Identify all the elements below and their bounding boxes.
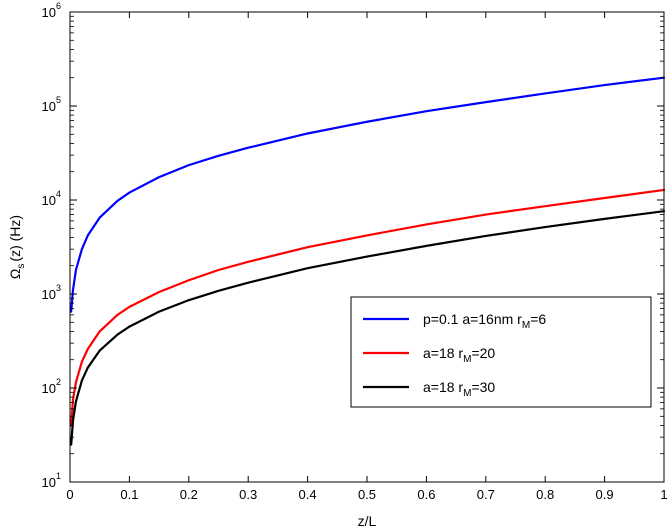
y-tick-label: 102	[42, 377, 61, 396]
series-line-3	[70, 210, 666, 446]
x-tick-label: 0.2	[180, 487, 198, 502]
y-tick-label: 103	[42, 283, 61, 302]
x-tick-label: 0.9	[596, 487, 614, 502]
series-line-1	[70, 76, 666, 313]
series-layer	[70, 76, 666, 446]
legend: p=0.1 a=16nm rM=6 a=18 rM=20 a=18 rM=30	[350, 296, 652, 408]
x-axis-label: z/L	[358, 513, 377, 529]
y-tick-label: 101	[42, 471, 61, 490]
x-tick-label: 1	[660, 487, 667, 502]
x-tick-label: 0.7	[477, 487, 495, 502]
x-tick-label: 0.8	[536, 487, 554, 502]
y-tick-label: 104	[42, 189, 61, 208]
y-axis-label: Ωs(z) (Hz)	[7, 215, 27, 279]
x-tick-label: 0.4	[299, 487, 317, 502]
x-tick-label: 0.5	[358, 487, 376, 502]
axes-layer: 0 0.1 0.2 0.3 0.4 0.5 0.6 0.7 0.8 0.9 1 101 102 103 10…	[7, 1, 668, 529]
x-tick-label: 0.6	[417, 487, 435, 502]
legend-label-1: p=0.1 a=16nm rM=6	[423, 311, 546, 331]
x-tick-label: 0.3	[239, 487, 257, 502]
y-tick-label: 105	[42, 95, 61, 114]
series-line-2	[70, 188, 666, 427]
legend-label-3: a=18 rM=30	[423, 379, 495, 399]
x-tick-label: 0.1	[120, 487, 138, 502]
x-tick-label: 0	[66, 487, 73, 502]
plot-area	[70, 12, 664, 482]
legend-label-2: a=18 rM=20	[423, 345, 495, 365]
y-tick-label: 106	[42, 1, 61, 20]
